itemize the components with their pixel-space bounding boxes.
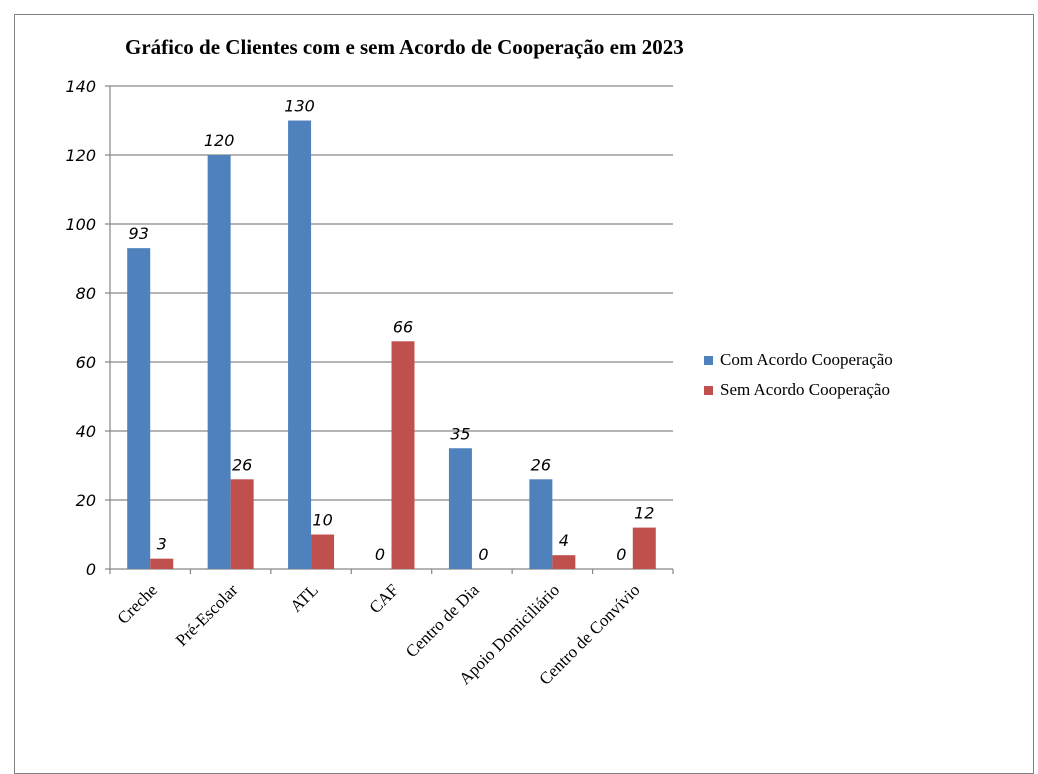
- bar-sem-acordo: [391, 341, 415, 569]
- bar-com-acordo: [288, 120, 312, 569]
- data-label: 3: [157, 535, 167, 554]
- chart-frame: [14, 14, 1034, 774]
- legend-item-com-acordo: Com Acordo Cooperação: [704, 350, 893, 370]
- data-label: 26: [531, 455, 551, 474]
- legend-label-com-acordo: Com Acordo Cooperação: [720, 350, 893, 369]
- bar-com-acordo: [448, 448, 472, 569]
- y-tick-label: 20: [76, 491, 96, 510]
- y-tick-label: 60: [76, 353, 96, 372]
- data-label: 10: [312, 511, 332, 530]
- legend-swatch-com-acordo: [704, 355, 713, 365]
- y-tick-label: 120: [65, 146, 96, 165]
- legend-swatch-sem-acordo: [704, 385, 713, 395]
- data-label: 130: [284, 97, 315, 116]
- category-label: ATL: [286, 580, 321, 615]
- legend-item-sem-acordo: Sem Acordo Cooperação: [704, 380, 893, 400]
- data-label: 66: [393, 317, 413, 336]
- data-label: 4: [559, 531, 569, 550]
- legend-label-sem-acordo: Sem Acordo Cooperação: [720, 380, 890, 399]
- bar-sem-acordo: [230, 479, 254, 569]
- bar-com-acordo: [529, 479, 553, 569]
- category-label: CAF: [366, 580, 403, 617]
- bar-sem-acordo: [311, 534, 335, 569]
- legend: Com Acordo Cooperação Sem Acordo Coopera…: [704, 350, 893, 410]
- data-label: 35: [450, 424, 470, 443]
- bar-com-acordo: [127, 248, 151, 569]
- category-label: Pré-Escolar: [172, 580, 242, 650]
- y-tick-label: 80: [76, 284, 96, 303]
- bar-sem-acordo: [632, 527, 656, 569]
- y-tick-label: 140: [65, 77, 96, 96]
- data-label: 120: [204, 131, 235, 150]
- data-label: 93: [129, 224, 149, 243]
- data-label: 12: [634, 504, 654, 523]
- y-tick-label: 100: [65, 215, 96, 234]
- y-tick-label: 0: [86, 560, 96, 579]
- category-label: Centro de Dia: [402, 580, 483, 661]
- data-label: 0: [478, 545, 488, 564]
- bar-com-acordo: [207, 155, 231, 569]
- data-label: 0: [616, 545, 626, 564]
- chart-title: Gráfico de Clientes com e sem Acordo de …: [125, 35, 684, 59]
- category-label: Creche: [114, 580, 161, 627]
- bar-sem-acordo: [552, 555, 576, 569]
- data-label: 26: [232, 455, 252, 474]
- data-label: 0: [375, 545, 385, 564]
- y-tick-label: 40: [76, 422, 96, 441]
- bar-sem-acordo: [150, 558, 174, 569]
